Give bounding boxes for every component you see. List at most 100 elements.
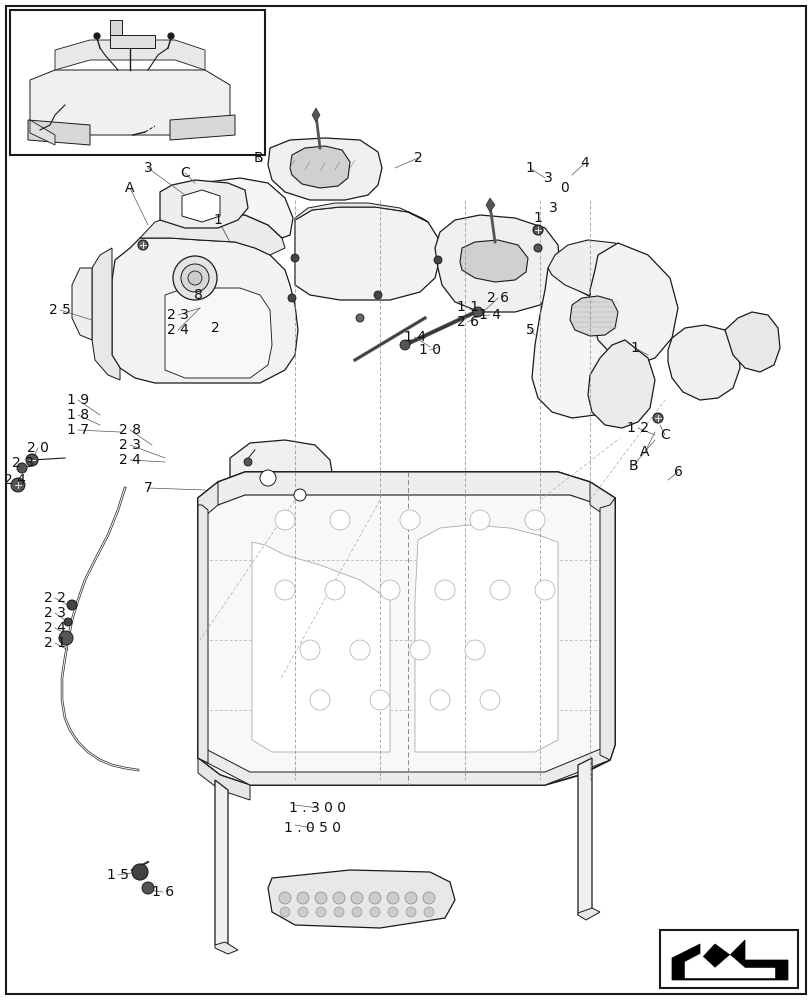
Text: 2 3: 2 3 <box>44 606 66 620</box>
Text: 2 3: 2 3 <box>12 456 34 470</box>
Circle shape <box>387 892 398 904</box>
Circle shape <box>294 489 306 501</box>
Text: 2 3: 2 3 <box>167 308 189 322</box>
Text: C: C <box>180 166 190 180</box>
Circle shape <box>26 454 38 466</box>
Text: 2: 2 <box>413 151 422 165</box>
Circle shape <box>181 264 208 292</box>
Text: 1: 1 <box>213 213 222 227</box>
Polygon shape <box>667 325 739 400</box>
Text: 1 5: 1 5 <box>107 868 129 882</box>
Text: 2 3: 2 3 <box>119 438 141 452</box>
Circle shape <box>329 510 350 530</box>
Polygon shape <box>577 908 599 920</box>
Circle shape <box>142 882 154 894</box>
Text: 1: 1 <box>525 161 534 175</box>
Circle shape <box>279 892 290 904</box>
Circle shape <box>410 640 430 660</box>
Text: 2 4: 2 4 <box>4 473 26 487</box>
Text: 3: 3 <box>543 171 551 185</box>
Bar <box>10 10 264 155</box>
Text: 5: 5 <box>525 323 534 337</box>
Text: 1 9: 1 9 <box>67 393 89 407</box>
Text: 1 . 0 5 0: 1 . 0 5 0 <box>284 821 341 835</box>
Text: 4: 4 <box>580 156 589 170</box>
Polygon shape <box>414 525 557 752</box>
Polygon shape <box>724 312 779 372</box>
Circle shape <box>275 510 294 530</box>
Polygon shape <box>112 238 298 383</box>
Circle shape <box>298 907 307 917</box>
Circle shape <box>368 892 380 904</box>
Circle shape <box>288 294 296 302</box>
Polygon shape <box>198 482 217 522</box>
Circle shape <box>188 271 202 285</box>
Text: 2 2: 2 2 <box>44 591 66 605</box>
Polygon shape <box>599 498 614 760</box>
Circle shape <box>435 580 454 600</box>
Circle shape <box>243 458 251 466</box>
Text: 6: 6 <box>673 465 681 479</box>
Text: 1 6: 1 6 <box>152 885 174 899</box>
Text: 1 7: 1 7 <box>67 423 89 437</box>
Polygon shape <box>30 120 55 145</box>
Circle shape <box>489 580 509 600</box>
Text: 2 6: 2 6 <box>487 291 508 305</box>
Polygon shape <box>92 248 120 380</box>
Circle shape <box>388 907 397 917</box>
Polygon shape <box>109 35 155 48</box>
Polygon shape <box>230 440 335 545</box>
Text: 8: 8 <box>193 288 202 302</box>
Text: 3: 3 <box>548 201 556 215</box>
Circle shape <box>290 254 298 262</box>
Polygon shape <box>294 207 440 300</box>
Polygon shape <box>165 178 293 238</box>
Text: A: A <box>639 445 649 459</box>
Text: 7: 7 <box>144 481 152 495</box>
Polygon shape <box>109 20 122 35</box>
Circle shape <box>400 510 419 530</box>
Circle shape <box>11 478 25 492</box>
Text: 1 1: 1 1 <box>457 300 478 314</box>
Circle shape <box>374 291 381 299</box>
Text: 1 8: 1 8 <box>67 408 89 422</box>
Circle shape <box>299 640 320 660</box>
Circle shape <box>173 256 217 300</box>
Polygon shape <box>294 203 427 222</box>
Polygon shape <box>28 120 90 145</box>
Text: 1 4: 1 4 <box>404 330 426 344</box>
Polygon shape <box>435 215 560 312</box>
Text: 2 0: 2 0 <box>27 441 49 455</box>
Circle shape <box>132 864 148 880</box>
Circle shape <box>310 690 329 710</box>
Text: 1 0: 1 0 <box>418 343 440 357</box>
Text: B: B <box>628 459 637 473</box>
Text: 1 4: 1 4 <box>478 308 500 322</box>
Circle shape <box>406 907 415 917</box>
Polygon shape <box>547 240 649 298</box>
Circle shape <box>405 892 417 904</box>
Polygon shape <box>182 190 220 222</box>
Circle shape <box>280 907 290 917</box>
Circle shape <box>423 892 435 904</box>
Polygon shape <box>72 268 92 340</box>
Text: C: C <box>659 428 669 442</box>
Polygon shape <box>587 340 654 428</box>
Polygon shape <box>198 745 609 785</box>
Circle shape <box>17 463 27 473</box>
Polygon shape <box>55 40 204 70</box>
Circle shape <box>59 631 73 645</box>
Polygon shape <box>198 758 250 800</box>
Polygon shape <box>139 212 285 255</box>
Text: 1: 1 <box>533 211 542 225</box>
Polygon shape <box>460 240 527 282</box>
Text: 2 8: 2 8 <box>119 423 141 437</box>
Circle shape <box>652 413 663 423</box>
Polygon shape <box>268 870 454 928</box>
Text: 1 . 3 0 0: 1 . 3 0 0 <box>290 801 346 815</box>
Circle shape <box>315 907 325 917</box>
Circle shape <box>275 580 294 600</box>
Polygon shape <box>198 505 208 763</box>
Circle shape <box>380 580 400 600</box>
Polygon shape <box>311 108 320 122</box>
